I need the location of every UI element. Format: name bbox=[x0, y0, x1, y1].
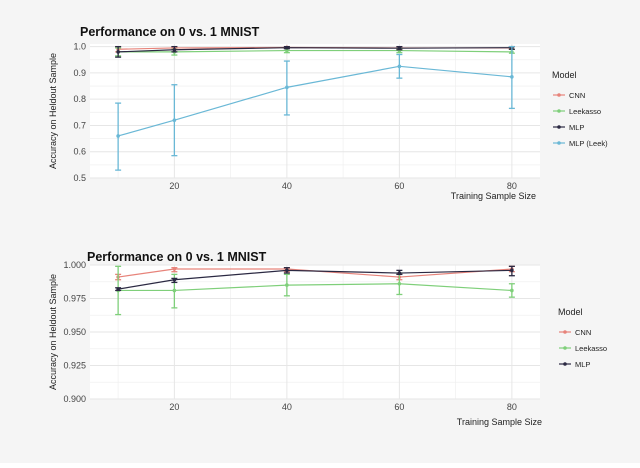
chart-panel-2: Performance on 0 vs. 1 MNIST Accuracy on … bbox=[48, 250, 607, 427]
x-tick-label: 40 bbox=[282, 402, 292, 412]
legend-swatch-point bbox=[563, 330, 567, 334]
data-point bbox=[510, 268, 514, 273]
y-tick-label: 0.925 bbox=[63, 361, 86, 371]
x-tick-label: 40 bbox=[282, 181, 292, 191]
series-mlp bbox=[115, 45, 515, 58]
legend-key-mlp: MLP bbox=[559, 360, 590, 369]
data-point bbox=[116, 287, 120, 291]
data-point bbox=[172, 288, 177, 293]
legend-swatch-point bbox=[557, 125, 561, 129]
y-tick-label: 1.0 bbox=[73, 42, 86, 52]
x-tick-label: 60 bbox=[394, 402, 404, 412]
x-axis-label: Training Sample Size bbox=[457, 417, 542, 427]
legend: Model CNN Leekasso MLP bbox=[558, 307, 607, 369]
y-tick-label: 0.975 bbox=[63, 294, 86, 304]
y-tick-label: 0.950 bbox=[63, 327, 86, 337]
legend-swatch-point bbox=[557, 109, 561, 113]
legend-key-mlp-leek-: MLP (Leek) bbox=[553, 139, 608, 148]
legend-key-mlp: MLP bbox=[553, 123, 584, 132]
legend: Model CNN Leekasso MLP MLP (Leek) bbox=[552, 70, 608, 148]
chart-panel-1: Performance on 0 vs. 1 MNIST Accuracy on … bbox=[48, 25, 608, 201]
legend-swatch-point bbox=[563, 346, 567, 350]
x-tick-label: 20 bbox=[169, 402, 179, 412]
data-point bbox=[397, 281, 402, 286]
y-tick-label: 0.900 bbox=[63, 394, 86, 404]
series-mlp bbox=[115, 265, 515, 292]
data-point bbox=[285, 283, 289, 287]
x-axis-label: Training Sample Size bbox=[451, 191, 536, 201]
legend-key-cnn: CNN bbox=[553, 91, 585, 100]
data-point bbox=[172, 118, 177, 122]
data-point bbox=[172, 267, 177, 271]
data-point bbox=[510, 288, 514, 293]
legend-swatch-point bbox=[563, 362, 567, 366]
legend-swatch-point bbox=[557, 141, 561, 145]
legend-label: Leekasso bbox=[575, 344, 607, 353]
legend-label: Leekasso bbox=[569, 107, 601, 116]
series-mlp-leek- bbox=[115, 45, 515, 171]
y-tick-label: 0.6 bbox=[73, 147, 86, 157]
y-tick-label: 0.5 bbox=[73, 173, 86, 183]
legend-label: CNN bbox=[575, 328, 591, 337]
data-point bbox=[397, 46, 402, 51]
data-point bbox=[285, 45, 289, 50]
y-tick-label: 1.000 bbox=[63, 260, 86, 270]
data-point bbox=[172, 47, 177, 52]
y-axis-label: Accuracy on Heldout Sample bbox=[48, 53, 58, 169]
data-point bbox=[510, 75, 514, 79]
data-point bbox=[285, 268, 289, 273]
data-point bbox=[397, 64, 402, 69]
y-tick-label: 0.8 bbox=[73, 94, 86, 104]
data-point bbox=[116, 134, 120, 138]
legend-key-leekasso: Leekasso bbox=[553, 107, 601, 116]
legend-label: MLP bbox=[575, 360, 590, 369]
data-point bbox=[285, 85, 289, 90]
legend-title: Model bbox=[558, 307, 583, 317]
legend-title: Model bbox=[552, 70, 577, 80]
x-tick-label: 80 bbox=[507, 181, 517, 191]
legend-label: CNN bbox=[569, 91, 585, 100]
legend-key-cnn: CNN bbox=[559, 328, 591, 337]
data-point bbox=[116, 50, 120, 54]
legend-label: MLP bbox=[569, 123, 584, 132]
y-axis-label: Accuracy on Heldout Sample bbox=[48, 274, 58, 390]
legend-key-leekasso: Leekasso bbox=[559, 344, 607, 353]
plot-background bbox=[90, 44, 540, 178]
chart-title: Performance on 0 vs. 1 MNIST bbox=[87, 250, 267, 264]
data-point bbox=[397, 271, 402, 275]
data-point bbox=[172, 277, 177, 282]
x-tick-label: 20 bbox=[169, 181, 179, 191]
x-tick-label: 60 bbox=[394, 181, 404, 191]
y-tick-label: 0.7 bbox=[73, 120, 86, 130]
chart-title: Performance on 0 vs. 1 MNIST bbox=[80, 25, 260, 39]
y-tick-label: 0.9 bbox=[73, 68, 86, 78]
legend-label: MLP (Leek) bbox=[569, 139, 608, 148]
legend-swatch-point bbox=[557, 93, 561, 97]
data-point bbox=[285, 48, 289, 53]
x-tick-label: 80 bbox=[507, 402, 517, 412]
